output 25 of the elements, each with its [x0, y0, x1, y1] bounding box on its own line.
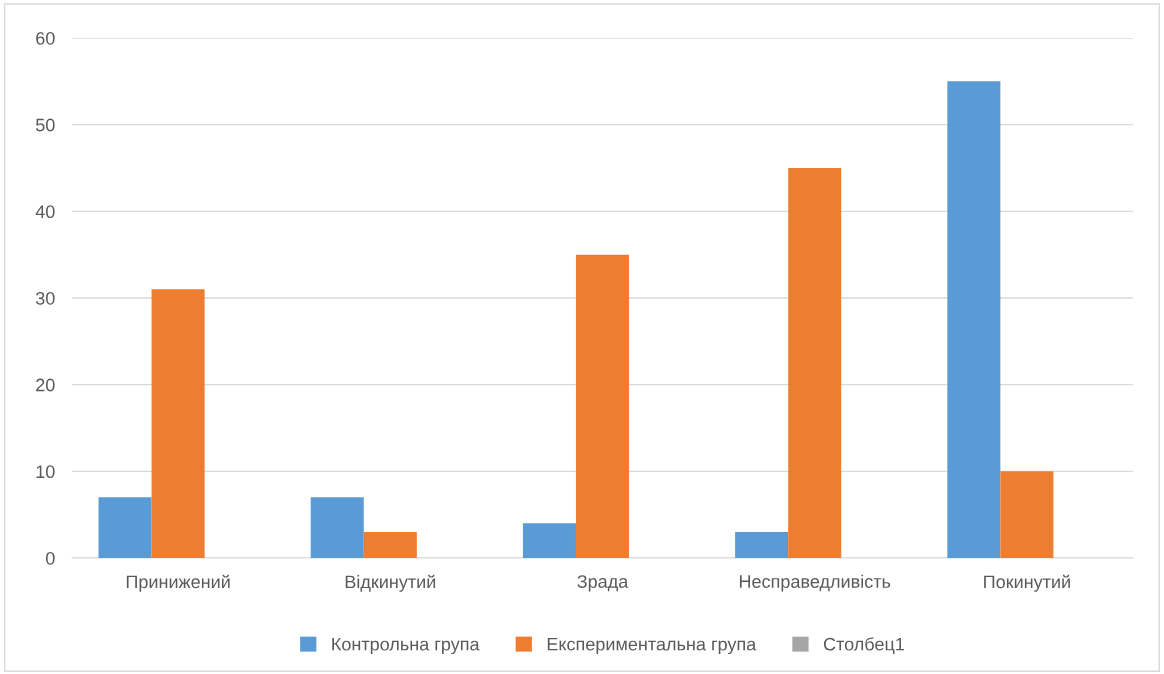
y-tick-label: 10: [36, 465, 55, 479]
x-tick-label: Відкинутий: [345, 574, 436, 592]
bar: [788, 168, 842, 558]
legend-label: Контрольна група: [332, 637, 480, 655]
legend-label: Столбец1: [823, 637, 904, 654]
y-tick-label: 30: [35, 291, 55, 305]
y-tick-label: 0: [46, 551, 55, 565]
bar: [363, 532, 417, 558]
bar: [522, 523, 576, 558]
x-tick-label: Несправедливість: [739, 574, 891, 592]
y-tick-label: 20: [36, 378, 55, 392]
x-tick-label: Покинутий: [984, 574, 1070, 592]
bar: [947, 81, 1001, 558]
bar: [98, 497, 152, 558]
bar: [575, 254, 630, 558]
y-tick-label: 60: [36, 31, 55, 45]
bar: [735, 532, 789, 558]
bar: [151, 289, 205, 558]
y-tick-label: 50: [35, 118, 55, 132]
bar: [310, 497, 364, 558]
bar: [1000, 471, 1054, 558]
y-tick-label: 40: [35, 205, 55, 219]
x-tick-label: Зрада: [577, 575, 629, 592]
legend-label: Експериментальна група: [547, 637, 757, 655]
x-tick-label: Принижений: [126, 574, 230, 592]
